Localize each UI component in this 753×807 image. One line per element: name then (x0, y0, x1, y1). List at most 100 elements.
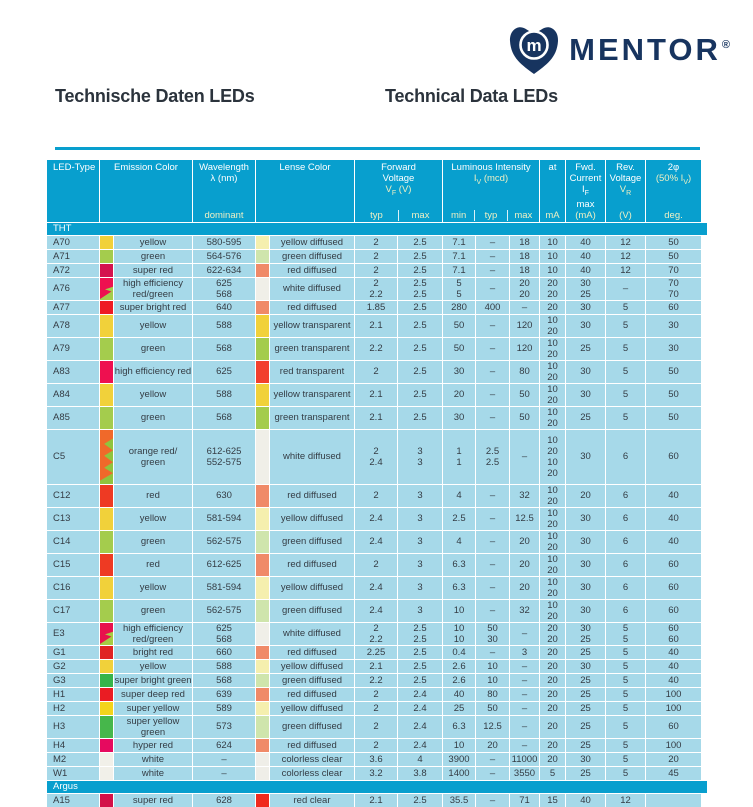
emission-color-cell: high efficiency red/green (114, 622, 192, 645)
view-angle-cell: 40 (646, 645, 701, 659)
at-ma-cell: 20 (540, 715, 565, 738)
wavelength-cell: 589 (193, 701, 255, 715)
luminous-intensity-min-cell: 10 10 (443, 622, 475, 645)
led-type-cell: M2 (47, 752, 99, 766)
at-ma-cell: 20 (540, 687, 565, 701)
luminous-intensity-max-cell: – (510, 659, 539, 673)
emission-color-swatch (100, 738, 113, 752)
emission-color-cell: green (114, 530, 192, 553)
luminous-intensity-typ-cell: 80 (476, 687, 509, 701)
page-title-english: Technical Data LEDs (385, 86, 558, 106)
led-type-cell: C12 (47, 484, 99, 507)
led-type-cell: A15 (47, 793, 99, 807)
at-ma-cell: 10 20 (540, 599, 565, 622)
table-row-a78: A78 yellow 588 yellow transparent 2.1 2.5 50–1… (47, 314, 707, 337)
emission-color-swatch (100, 429, 113, 484)
rev-voltage-cell: 12 (606, 793, 645, 807)
forward-voltage-max-cell: 2.5 (398, 314, 442, 337)
at-ma-cell: 15 (540, 793, 565, 807)
forward-voltage-max-cell: 2.4 (398, 687, 442, 701)
rev-voltage-cell: 5 (606, 738, 645, 752)
led-type-cell: G2 (47, 659, 99, 673)
forward-voltage-typ-cell: 2 (355, 687, 397, 701)
forward-voltage-typ-cell: 2.1 (355, 314, 397, 337)
rev-voltage-cell: 5 (606, 406, 645, 429)
table-row-a15: A15 super red 628 red clear 2.1 2.5 35.5–71 15 4… (47, 793, 707, 807)
forward-voltage-typ-cell: 2.25 (355, 645, 397, 659)
lens-color-cell: red clear (270, 793, 354, 807)
fwd-current-max-cell: 40 (566, 263, 605, 277)
view-angle-cell: 100 (646, 738, 701, 752)
forward-voltage-max-cell: 2.5 2.5 (398, 622, 442, 645)
lens-color-swatch (256, 701, 269, 715)
wavelength-cell: 625 568 (193, 622, 255, 645)
table-row-h4: H4 hyper red 624 red diffused 2 2.4 10 20–20 25 5… (47, 738, 707, 752)
lens-color-cell: green diffused (270, 599, 354, 622)
luminous-intensity-typ-cell: 2.5 2.5 (476, 429, 509, 484)
table-row-a72: A72 super red 622-634 red diffused 2 2.5 7.1–1… (47, 263, 707, 277)
view-angle-cell: 60 (646, 300, 701, 314)
emission-color-swatch (100, 484, 113, 507)
view-angle-cell: 60 (646, 553, 701, 576)
forward-voltage-typ-cell: 2.1 (355, 406, 397, 429)
table-row-a70: A70 yellow 580-595 yellow diffused 2 2.5 7.1–1… (47, 235, 707, 249)
luminous-intensity-min-cell: 50 (443, 337, 475, 360)
at-ma-cell: 10 20 (540, 360, 565, 383)
luminous-intensity-min-cell: 10 (443, 738, 475, 752)
forward-voltage-typ-cell: 2.1 (355, 793, 397, 807)
led-type-cell: A84 (47, 383, 99, 406)
forward-voltage-typ-cell: 2 (355, 360, 397, 383)
forward-voltage-max-cell: 3 (398, 599, 442, 622)
luminous-intensity-max-cell: 71 (510, 793, 539, 807)
rev-voltage-cell: 6 (606, 599, 645, 622)
forward-voltage-max-cell: 3 (398, 507, 442, 530)
luminous-intensity-max-cell: 11000 (510, 752, 539, 766)
luminous-intensity-typ-cell: 400 (476, 300, 509, 314)
emission-color-swatch (100, 715, 113, 738)
lens-color-swatch (256, 622, 269, 645)
emission-color-swatch (100, 599, 113, 622)
forward-voltage-max-cell: 3 (398, 553, 442, 576)
table-row-g2: G2 yellow 588 yellow diffused 2.1 2.5 2.6 10–20… (47, 659, 707, 673)
lens-color-swatch (256, 659, 269, 673)
col-header-lense-color: Lense Color (256, 160, 354, 222)
wavelength-cell: 568 (193, 673, 255, 687)
luminous-intensity-typ-cell: 50 30 (476, 622, 509, 645)
wavelength-cell: 568 (193, 337, 255, 360)
table-row-a83: A83 high efficiency red 625 red transparent… (47, 360, 707, 383)
forward-voltage-max-cell: 2.5 (398, 249, 442, 263)
led-type-cell: H2 (47, 701, 99, 715)
lens-color-cell: red diffused (270, 687, 354, 701)
wavelength-cell: 625 (193, 360, 255, 383)
luminous-intensity-typ-cell: – (476, 553, 509, 576)
rev-voltage-cell: 6 (606, 429, 645, 484)
luminous-intensity-min-cell: 6.3 (443, 576, 475, 599)
emission-color-cell: green (114, 599, 192, 622)
led-type-cell: A77 (47, 300, 99, 314)
luminous-intensity-max-cell: 12.5 (510, 507, 539, 530)
at-ma-cell: 10 (540, 235, 565, 249)
view-angle-cell: 100 (646, 701, 701, 715)
mentor-logo-text: MENTOR® (569, 31, 733, 67)
luminous-intensity-typ-cell: – (476, 406, 509, 429)
led-type-cell: A72 (47, 263, 99, 277)
table-row-h3: H3 super yellow green 573 green diffused 2 2.… (47, 715, 707, 738)
view-angle-cell: 40 (646, 530, 701, 553)
led-type-cell: C17 (47, 599, 99, 622)
at-ma-cell: 20 (540, 738, 565, 752)
emission-color-swatch (100, 659, 113, 673)
forward-voltage-typ-cell: 2.2 (355, 337, 397, 360)
forward-voltage-typ-cell: 2.4 (355, 507, 397, 530)
view-angle-cell: 70 70 (646, 277, 701, 300)
luminous-intensity-min-cell: 6.3 (443, 715, 475, 738)
at-ma-cell: 10 20 (540, 553, 565, 576)
luminous-intensity-max-cell: 80 (510, 360, 539, 383)
lens-color-swatch (256, 599, 269, 622)
emission-color-swatch (100, 701, 113, 715)
lens-color-swatch (256, 687, 269, 701)
forward-voltage-typ-cell: 2 (355, 715, 397, 738)
forward-voltage-typ-cell: 2.4 (355, 530, 397, 553)
emission-color-cell: red (114, 484, 192, 507)
luminous-intensity-typ-cell: – (476, 337, 509, 360)
wavelength-cell: 622-634 (193, 263, 255, 277)
